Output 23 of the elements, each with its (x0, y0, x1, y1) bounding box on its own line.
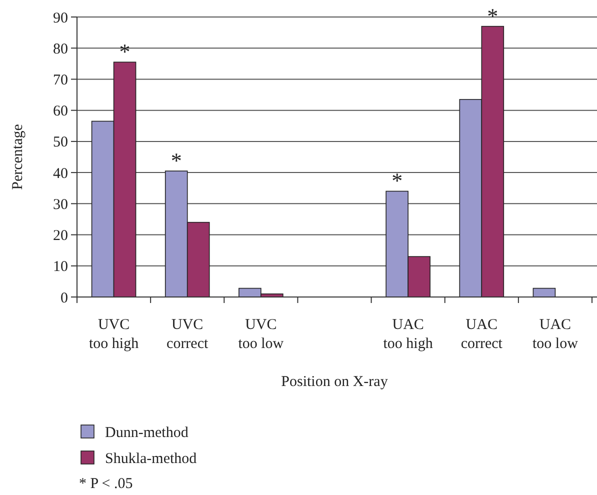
x-tick-label: UVC correct (166, 317, 209, 352)
y-tick-label: 70 (53, 72, 68, 88)
y-tick-label: 0 (60, 290, 68, 306)
x-tick-label: UAC too high (383, 317, 434, 352)
x-tick-label: UVC too high (88, 317, 140, 352)
x-axis-title: Position on X-ray (281, 374, 388, 390)
y-tick-label: 90 (53, 10, 68, 26)
y-tick-label: 20 (53, 228, 68, 244)
y-tick-label: 30 (53, 196, 68, 213)
annotation: * (392, 168, 403, 194)
legend-label: Dunn-method (105, 425, 189, 441)
y-axis-title: Percentage (10, 124, 26, 190)
x-tick-label: UAC too low (532, 317, 578, 352)
y-tick-label: 50 (53, 134, 68, 151)
y-tick-label: 80 (53, 41, 68, 58)
legend-label: Shukla-method (105, 451, 198, 467)
text: * P < .05 (79, 476, 133, 492)
y-tick-label: 40 (53, 166, 68, 182)
y-tick-label: 10 (53, 259, 68, 276)
y-tick-label: 60 (53, 104, 68, 120)
x-tick-label: UVC too low (238, 317, 284, 352)
annotation: * (170, 148, 182, 173)
x-tick-label: UAC correct (460, 317, 504, 352)
